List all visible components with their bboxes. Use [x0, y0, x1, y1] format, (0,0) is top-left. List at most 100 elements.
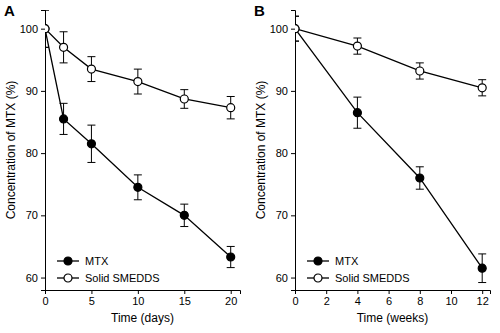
error-bar	[180, 90, 188, 109]
error-cap	[295, 16, 299, 17]
legend-item: MTX	[307, 255, 359, 267]
tick-label: 60	[276, 272, 288, 284]
error-cap	[478, 79, 486, 80]
x-axis: 05101520	[42, 290, 240, 307]
x-axis-title: Time (weeks)	[357, 311, 429, 325]
tick-mark	[420, 290, 421, 294]
tick-mark	[41, 215, 45, 216]
series-line	[295, 29, 482, 269]
legend-label: Solid SMEDDS	[85, 272, 160, 284]
error-bar	[478, 80, 486, 96]
series-line	[45, 29, 231, 108]
error-cap	[353, 54, 361, 55]
error-bar	[295, 16, 299, 41]
marker	[60, 115, 68, 123]
tick-mark	[357, 290, 358, 294]
error-cap	[295, 41, 299, 42]
legend-swatch-marker	[314, 257, 322, 265]
tick-label: 90	[276, 85, 288, 97]
tick: 70	[276, 209, 295, 221]
x-axis-title: Time (days)	[111, 311, 174, 325]
series-line	[295, 29, 482, 88]
tick-label: 90	[26, 85, 38, 97]
error-cap	[295, 16, 299, 17]
marker	[45, 25, 49, 33]
legend-item: Solid SMEDDS	[57, 272, 160, 284]
tick: 70	[26, 209, 45, 221]
tick-mark	[291, 278, 295, 279]
error-bar	[295, 16, 299, 41]
y-axis: 60708090100	[270, 11, 296, 291]
error-cap	[60, 103, 68, 104]
tick-label: 0	[42, 295, 48, 307]
error-cap	[353, 128, 361, 129]
tick-mark	[41, 91, 45, 92]
figure: 0510152060708090100Time (days)Concentrat…	[0, 0, 500, 333]
marker	[227, 253, 235, 261]
tick-mark	[482, 290, 483, 294]
error-bar	[60, 103, 68, 134]
tick-mark	[184, 290, 185, 294]
error-bar	[134, 175, 142, 200]
error-cap	[134, 174, 142, 175]
error-cap	[134, 94, 142, 95]
tick: 6	[386, 290, 392, 307]
error-cap	[60, 31, 68, 32]
tick: 2	[324, 290, 330, 307]
error-cap	[478, 95, 486, 96]
tick-mark	[91, 290, 92, 294]
legend-swatch-marker	[64, 257, 72, 265]
legend-swatch-marker	[314, 274, 322, 282]
tick-label: 5	[89, 295, 95, 307]
tick: 8	[417, 290, 423, 307]
tick-mark	[291, 215, 295, 216]
tick: 4	[355, 290, 361, 307]
legend-item: Solid SMEDDS	[307, 272, 410, 284]
tick-mark	[41, 29, 45, 30]
error-bar	[180, 204, 188, 226]
marker	[180, 211, 188, 219]
error-cap	[45, 10, 49, 11]
tick-label: 10	[132, 295, 144, 307]
error-cap	[416, 189, 424, 190]
x-axis: 024681012	[292, 290, 490, 307]
error-cap	[87, 125, 95, 126]
tick-mark	[41, 278, 45, 279]
legend-item: MTX	[57, 255, 109, 267]
error-cap	[87, 81, 95, 82]
tick: 60	[26, 272, 45, 284]
error-cap	[134, 199, 142, 200]
tick-mark	[291, 29, 295, 30]
axis-line	[296, 291, 491, 295]
error-cap	[227, 246, 235, 247]
error-bar	[87, 125, 95, 162]
marker	[478, 264, 486, 272]
marker	[134, 78, 142, 86]
tick-mark	[291, 153, 295, 154]
tick-label: 8	[417, 295, 423, 307]
legend: MTX Solid SMEDDS	[57, 255, 160, 284]
marker	[353, 109, 361, 117]
panel-label: B	[254, 2, 265, 19]
error-cap	[180, 226, 188, 227]
y-axis: 60708090100	[20, 11, 46, 291]
series-line	[45, 29, 231, 257]
error-cap	[87, 162, 95, 163]
tick-mark	[326, 290, 327, 294]
error-cap	[295, 41, 299, 42]
legend-label: MTX	[85, 255, 109, 267]
tick: 80	[276, 147, 295, 159]
marker	[295, 25, 299, 33]
marker	[227, 104, 235, 112]
tick-label: 2	[324, 295, 330, 307]
error-cap	[353, 97, 361, 98]
tick: 20	[225, 290, 237, 307]
error-bar	[60, 32, 68, 63]
error-cap	[416, 166, 424, 167]
marker	[416, 67, 424, 75]
marker	[60, 43, 68, 51]
marker	[295, 25, 299, 33]
error-bar	[45, 10, 49, 47]
error-cap	[478, 253, 486, 254]
panel: 0510152060708090100Time (days)Concentrat…	[4, 2, 241, 325]
